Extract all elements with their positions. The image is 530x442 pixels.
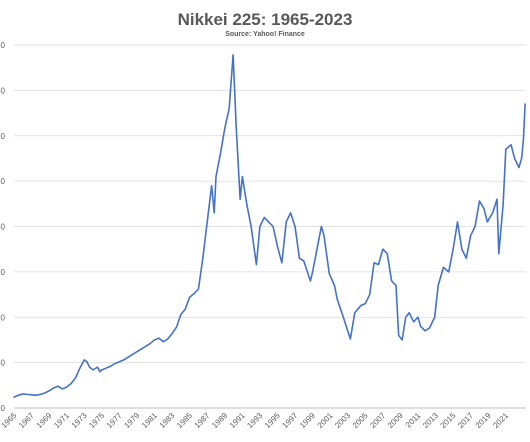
x-tick-label: 1993 <box>245 411 264 430</box>
x-tick-label: 1999 <box>298 411 317 430</box>
x-tick-label: 2003 <box>333 411 352 430</box>
y-tick-label: 0 <box>1 313 6 322</box>
y-tick-label: 0 <box>1 359 6 368</box>
x-axis-ticks: 1965196719691971197319751977197919811983… <box>0 411 511 430</box>
x-tick-label: 2013 <box>421 411 440 430</box>
x-tick-label: 2015 <box>439 411 458 430</box>
x-tick-label: 2021 <box>491 411 510 430</box>
x-tick-label: 1975 <box>87 411 106 430</box>
y-tick-label: 0 <box>1 223 6 232</box>
x-tick-label: 1989 <box>210 411 229 430</box>
x-tick-label: 2017 <box>456 411 475 430</box>
y-tick-label: 0 <box>1 404 6 413</box>
y-tick-label: 0 <box>1 41 6 50</box>
x-tick-label: 2007 <box>368 411 387 430</box>
x-tick-label: 1969 <box>35 411 54 430</box>
chart-title: Nikkei 225: 1965-2023 <box>178 10 353 29</box>
x-tick-label: 1981 <box>140 411 159 430</box>
x-tick-label: 1997 <box>280 411 299 430</box>
chart-subtitle: Source: Yahoo! Finance <box>225 31 305 38</box>
x-tick-label: 1987 <box>193 411 212 430</box>
y-tick-label: 0 <box>1 177 6 186</box>
x-tick-label: 1971 <box>52 411 71 430</box>
series-layer <box>13 54 526 398</box>
x-tick-label: 1973 <box>70 411 89 430</box>
x-tick-label: 1965 <box>0 411 19 430</box>
x-tick-label: 2019 <box>474 411 493 430</box>
y-tick-label: 0 <box>1 132 6 141</box>
x-tick-label: 2009 <box>386 411 405 430</box>
x-tick-label: 2005 <box>351 411 370 430</box>
gridlines <box>14 44 526 364</box>
x-tick-label: 1967 <box>17 411 36 430</box>
x-tick-label: 2001 <box>316 411 335 430</box>
y-axis-ticks: 0 0 0 0 0 0 0 0 0 <box>1 41 6 413</box>
x-tick-label: 1995 <box>263 411 282 430</box>
x-tick-label: 1979 <box>122 411 141 430</box>
x-tick-label: 1991 <box>228 411 247 430</box>
series-line <box>13 54 526 398</box>
y-tick-label: 0 <box>1 268 6 277</box>
x-tick-label: 1985 <box>175 411 194 430</box>
x-tick-label: 1983 <box>158 411 177 430</box>
x-tick-label: 2011 <box>404 411 423 430</box>
y-tick-label: 0 <box>1 86 6 95</box>
x-tick-label: 1977 <box>105 411 124 430</box>
